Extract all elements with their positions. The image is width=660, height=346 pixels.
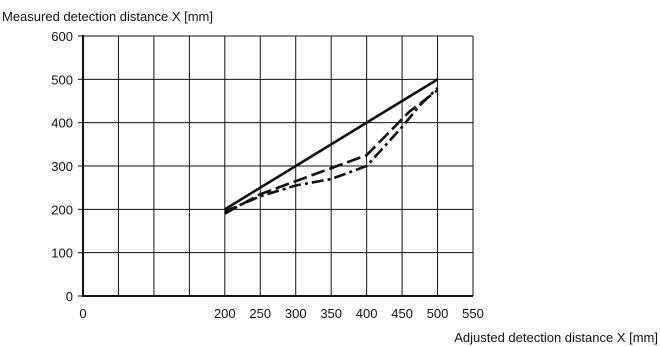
- y-tick-label: 100: [51, 246, 73, 261]
- x-tick-label: 350: [320, 306, 342, 321]
- x-tick-label: 200: [214, 306, 236, 321]
- series-line-solid: [224, 78, 439, 211]
- x-tick-label: 0: [79, 306, 86, 321]
- x-axis-label: Adjusted detection distance X [mm]: [454, 330, 658, 345]
- x-tick-label: 400: [356, 306, 378, 321]
- x-tick-label: 300: [285, 306, 307, 321]
- series-line-dash-dot: [224, 87, 439, 213]
- x-tick-label: 250: [249, 306, 271, 321]
- y-tick-label: 300: [51, 159, 73, 174]
- tick-labels: 0 100 200 300 400 500 600 0 200 250 300 350 400 450 50…: [51, 29, 484, 321]
- x-tick-label: 450: [391, 306, 413, 321]
- y-tick-label: 600: [51, 29, 73, 44]
- grid: [82, 35, 474, 297]
- y-tick-label: 500: [51, 72, 73, 87]
- series-line-dashed: [224, 89, 439, 215]
- y-tick-label: 0: [66, 289, 73, 304]
- y-axis-label: Measured detection distance X [mm]: [2, 9, 213, 24]
- x-tick-label: 500: [427, 306, 449, 321]
- y-tick-label: 400: [51, 116, 73, 131]
- y-tick-label: 200: [51, 202, 73, 217]
- x-tick-label: 550: [462, 306, 484, 321]
- axes: [78, 35, 473, 297]
- series-lines: [224, 78, 439, 215]
